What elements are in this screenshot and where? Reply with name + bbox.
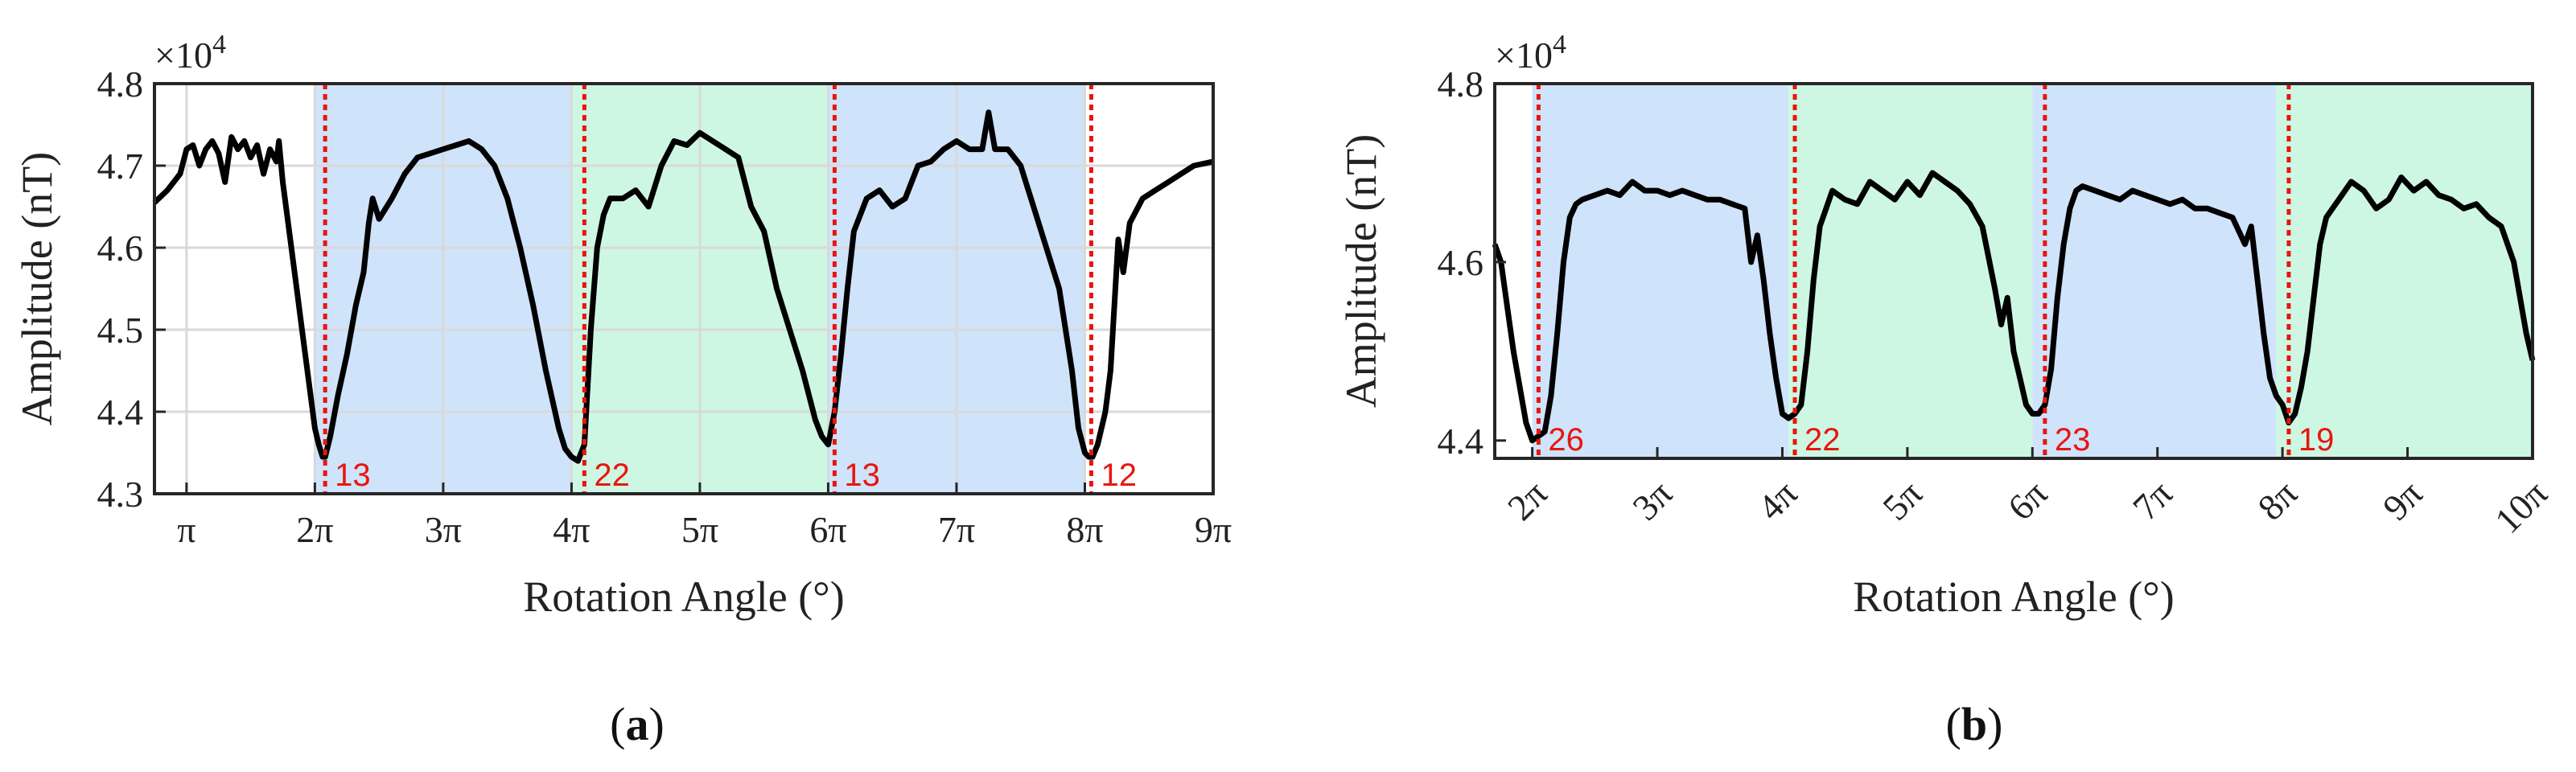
- x-tick-label: 2π: [1500, 473, 1555, 528]
- x-tick-label: 7π: [938, 509, 975, 550]
- y-tick-label: 4.4: [1438, 421, 1484, 462]
- axes-frame: [1493, 82, 2534, 460]
- y-axis-label: Amplitude (nT): [1337, 134, 1385, 408]
- x-tick-label: π: [177, 509, 195, 550]
- shaded-band-blue: [1532, 84, 1789, 458]
- marker-label: 23: [2055, 422, 2091, 458]
- y-tick-label: 4.6: [1438, 242, 1484, 283]
- x-tick-label: 9π: [2375, 473, 2430, 528]
- chart-panel-a: 13 22 13 12 4.3 4.4 4.5 4.6 4.7 4.8 π 2π 3π 4π 5π 6π 7π 8…: [13, 30, 1232, 750]
- marker-label: 12: [1101, 458, 1137, 493]
- x-axis-label: Rotation Angle (°): [523, 573, 845, 621]
- x-tick-label: 4π: [553, 509, 590, 550]
- panel-label: (b): [1946, 698, 2003, 750]
- shaded-band-green: [1788, 84, 2033, 458]
- x-tick-label: 9π: [1195, 509, 1232, 550]
- x-tick-label: 8π: [1066, 509, 1103, 550]
- marker-label: 22: [1804, 422, 1841, 458]
- x-tick-label: 5π: [681, 509, 718, 550]
- x-tick-label: 3π: [1624, 473, 1680, 528]
- marker-label: 13: [335, 458, 371, 493]
- x-tick-label: 10π: [2487, 473, 2555, 541]
- exponent-label: ×104: [1495, 30, 1566, 76]
- x-axis-label: Rotation Angle (°): [1853, 573, 2175, 621]
- y-tick-label: 4.8: [97, 64, 144, 105]
- y-tick-label: 4.3: [97, 474, 144, 515]
- marker-label: 19: [2298, 422, 2335, 458]
- marker-label: 13: [844, 458, 880, 493]
- y-tick-label: 4.4: [97, 392, 144, 433]
- marker-label: 26: [1548, 422, 1584, 458]
- data-line: [1492, 170, 2536, 444]
- y-tick-label: 4.5: [97, 310, 144, 351]
- x-tick-label: 3π: [425, 509, 462, 550]
- panel-label: (a): [610, 698, 665, 750]
- x-tick-label: 4π: [1750, 473, 1805, 528]
- x-tick-label: 2π: [296, 509, 333, 550]
- marker-label: 22: [594, 458, 630, 493]
- chart-panel-b: 26 22 23 19 4.4 4.6 4.8 2π 3π 4π 5π 6π 7π 8π 9π 10π ×104…: [1337, 30, 2555, 750]
- axes-frame: [153, 82, 1215, 495]
- exponent-label: ×104: [154, 30, 226, 76]
- data-line: [152, 109, 1214, 464]
- y-axis-label: Amplitude (nT): [13, 152, 61, 425]
- x-tick-label: 5π: [1874, 473, 1930, 528]
- x-tick-label: 8π: [2250, 473, 2306, 528]
- x-tick-label: 7π: [2125, 473, 2180, 528]
- x-tick-label: 6π: [809, 509, 846, 550]
- y-tick-label: 4.8: [1438, 64, 1484, 105]
- y-tick-label: 4.7: [97, 146, 144, 187]
- y-tick-label: 4.6: [97, 228, 144, 269]
- shaded-band-blue: [2032, 84, 2277, 458]
- x-tick-label: 6π: [2000, 473, 2055, 528]
